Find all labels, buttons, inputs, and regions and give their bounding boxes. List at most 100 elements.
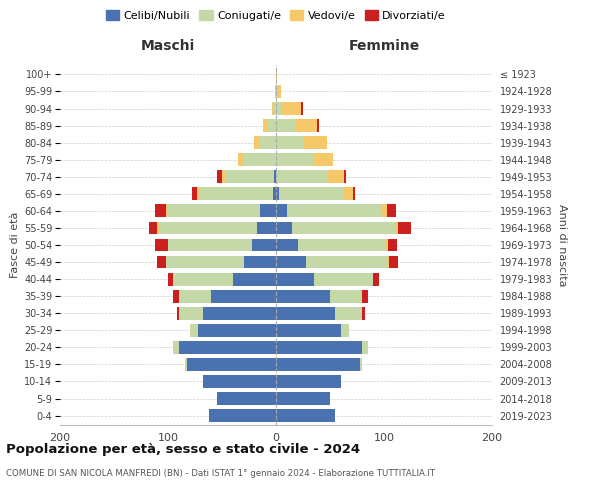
Bar xyxy=(362,341,368,354)
Bar xyxy=(341,324,349,336)
Bar xyxy=(298,238,386,252)
Bar xyxy=(276,375,341,388)
Bar xyxy=(217,170,222,183)
Bar xyxy=(276,85,278,98)
Bar xyxy=(362,290,368,302)
Bar xyxy=(276,341,362,354)
Text: Popolazione per età, sesso e stato civile - 2024: Popolazione per età, sesso e stato civil… xyxy=(6,442,360,456)
Text: COMUNE DI SAN NICOLA MANFREDI (BN) - Dati ISTAT 1° gennaio 2024 - Elaborazione T: COMUNE DI SAN NICOLA MANFREDI (BN) - Dat… xyxy=(6,469,435,478)
Bar xyxy=(166,256,244,268)
Bar xyxy=(344,170,346,183)
Bar xyxy=(373,272,379,285)
Bar xyxy=(275,85,276,98)
Bar xyxy=(276,256,306,268)
Bar xyxy=(292,222,395,234)
Bar xyxy=(187,358,276,371)
Bar xyxy=(386,238,388,252)
Text: Femmine: Femmine xyxy=(349,38,419,52)
Bar xyxy=(328,170,344,183)
Bar xyxy=(160,222,257,234)
Bar xyxy=(260,204,276,218)
Bar xyxy=(173,290,179,302)
Bar xyxy=(273,188,276,200)
Bar xyxy=(168,204,260,218)
Bar xyxy=(225,170,274,183)
Bar xyxy=(185,358,187,371)
Bar xyxy=(276,272,314,285)
Bar xyxy=(238,154,244,166)
Bar xyxy=(306,256,387,268)
Bar xyxy=(276,154,314,166)
Bar xyxy=(211,290,276,302)
Bar xyxy=(395,222,398,234)
Bar xyxy=(279,188,344,200)
Bar xyxy=(287,204,382,218)
Bar xyxy=(387,204,396,218)
Bar xyxy=(276,119,295,132)
Bar xyxy=(276,68,277,81)
Bar xyxy=(173,272,233,285)
Bar xyxy=(254,136,260,149)
Bar xyxy=(260,136,276,149)
Bar xyxy=(276,324,341,336)
Bar xyxy=(314,154,333,166)
Bar xyxy=(263,119,268,132)
Bar xyxy=(276,102,281,115)
Bar xyxy=(176,307,179,320)
Bar xyxy=(199,188,273,200)
Bar xyxy=(388,238,397,252)
Bar xyxy=(382,204,387,218)
Bar xyxy=(179,290,211,302)
Legend: Celibi/Nubili, Coniugati/e, Vedovi/e, Divorziati/e: Celibi/Nubili, Coniugati/e, Vedovi/e, Di… xyxy=(104,8,448,24)
Bar xyxy=(317,119,319,132)
Bar xyxy=(157,256,166,268)
Bar xyxy=(276,358,360,371)
Bar xyxy=(398,222,411,234)
Bar xyxy=(276,307,335,320)
Y-axis label: Fasce di età: Fasce di età xyxy=(10,212,20,278)
Bar xyxy=(197,188,199,200)
Bar xyxy=(179,307,203,320)
Bar xyxy=(276,222,292,234)
Bar xyxy=(244,256,276,268)
Bar xyxy=(209,409,276,422)
Bar xyxy=(274,102,276,115)
Bar xyxy=(272,102,274,115)
Bar xyxy=(244,154,276,166)
Bar xyxy=(198,324,276,336)
Bar xyxy=(281,102,301,115)
Bar xyxy=(276,409,335,422)
Bar xyxy=(168,272,173,285)
Bar xyxy=(295,119,317,132)
Bar xyxy=(252,238,276,252)
Bar xyxy=(276,290,330,302)
Bar xyxy=(344,188,353,200)
Bar xyxy=(173,341,179,354)
Bar xyxy=(276,238,298,252)
Bar xyxy=(362,307,365,320)
Bar xyxy=(203,375,276,388)
Bar xyxy=(168,238,252,252)
Bar xyxy=(203,307,276,320)
Bar xyxy=(303,136,327,149)
Bar xyxy=(276,136,303,149)
Bar xyxy=(222,170,225,183)
Bar xyxy=(166,204,168,218)
Bar xyxy=(330,290,362,302)
Bar xyxy=(157,222,160,234)
Bar xyxy=(268,119,276,132)
Y-axis label: Anni di nascita: Anni di nascita xyxy=(557,204,566,286)
Bar xyxy=(257,222,276,234)
Bar xyxy=(276,188,279,200)
Bar xyxy=(274,170,276,183)
Bar xyxy=(190,324,198,336)
Bar xyxy=(276,204,287,218)
Bar xyxy=(314,272,373,285)
Bar xyxy=(335,307,362,320)
Bar xyxy=(353,188,355,200)
Bar xyxy=(276,392,330,405)
Bar xyxy=(179,341,276,354)
Bar xyxy=(217,392,276,405)
Bar xyxy=(192,188,197,200)
Bar xyxy=(155,238,168,252)
